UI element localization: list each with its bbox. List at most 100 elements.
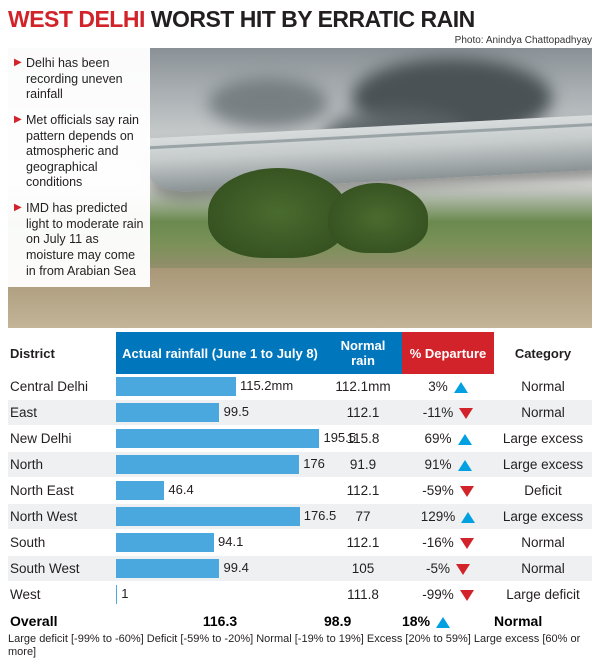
normal-value: 112.1 (324, 478, 402, 504)
arrow-up-icon (458, 460, 472, 471)
departure-value: -11% (402, 400, 494, 426)
district-name: East (8, 400, 116, 426)
overall-normal: 98.9 (324, 608, 402, 630)
district-name: South (8, 530, 116, 556)
normal-value: 112.1mm (324, 374, 402, 400)
bar-cell: 94.1 (116, 530, 324, 556)
table-row: West 1 111.8-99%Large deficit (8, 582, 592, 608)
col-district: District (8, 332, 116, 374)
table-body: Central Delhi115.2mm112.1mm3%NormalEast9… (8, 374, 592, 629)
bar-cell: 195.5 (116, 426, 324, 452)
arrow-down-icon (460, 486, 474, 497)
bar-label: 115.2mm (240, 378, 293, 393)
normal-value: 112.1 (324, 530, 402, 556)
bar-cell: 1 (116, 582, 324, 608)
bar-label: 1 (121, 586, 128, 601)
col-normal: Normal rain (324, 332, 402, 374)
category-value: Large excess (494, 452, 592, 478)
district-name: New Delhi (8, 426, 116, 452)
headline-accent: WEST DELHI (8, 6, 145, 32)
district-name: North East (8, 478, 116, 504)
arrow-up-icon (458, 434, 472, 445)
arrow-up-icon (461, 512, 475, 523)
normal-value: 105 (324, 556, 402, 582)
bar (116, 455, 299, 474)
bullet-box: Delhi has been recording uneven rainfall… (8, 48, 150, 287)
bar-label: 195.5 (323, 430, 356, 445)
bar-cell: 176.5 (116, 504, 324, 530)
bar-cell: 115.2mm (116, 374, 324, 400)
departure-value: -5% (402, 556, 494, 582)
hero-section: Delhi has been recording uneven rainfall… (8, 48, 592, 328)
tree-shape (328, 183, 428, 253)
table-row: Central Delhi115.2mm112.1mm3%Normal (8, 374, 592, 400)
bar-cell: 99.4 (116, 556, 324, 582)
arrow-down-icon (456, 564, 470, 575)
category-value: Large excess (494, 504, 592, 530)
normal-value: 112.1 (324, 400, 402, 426)
departure-value: 69% (402, 426, 494, 452)
infographic-container: WEST DELHI WORST HIT BY ERRATIC RAIN Pho… (0, 0, 600, 663)
bar-cell: 46.4 (116, 478, 324, 504)
overall-category: Normal (494, 608, 592, 630)
table-header-row: District Actual rainfall (June 1 to July… (8, 332, 592, 374)
category-value: Normal (494, 400, 592, 426)
overall-label: Overall (8, 608, 116, 630)
table-row: New Delhi195.5115.869%Large excess (8, 426, 592, 452)
overall-departure: 18% (402, 608, 494, 630)
arrow-down-icon (459, 408, 473, 419)
category-value: Large excess (494, 426, 592, 452)
bar-cell: 99.5 (116, 400, 324, 426)
category-value: Normal (494, 530, 592, 556)
bullet-item: Delhi has been recording uneven rainfall (14, 56, 144, 103)
departure-value: 129% (402, 504, 494, 530)
col-departure: % Departure (402, 332, 494, 374)
bar (116, 585, 117, 604)
bar-label: 94.1 (218, 534, 243, 549)
headline-rest: WORST HIT BY ERRATIC RAIN (145, 6, 475, 32)
district-name: North West (8, 504, 116, 530)
bar (116, 559, 219, 578)
bullet-item: IMD has predicted light to moderate rain… (14, 201, 144, 279)
table-row: South West99.4105-5%Normal (8, 556, 592, 582)
arrow-up-icon (436, 617, 450, 628)
bar (116, 507, 300, 526)
district-name: South West (8, 556, 116, 582)
bar-cell: 176 (116, 452, 324, 478)
table-row: North East46.4112.1-59%Deficit (8, 478, 592, 504)
arrow-down-icon (460, 590, 474, 601)
departure-value: -59% (402, 478, 494, 504)
departure-value: 91% (402, 452, 494, 478)
overall-actual: 116.3 (116, 608, 324, 630)
table-row: North West176.577129%Large excess (8, 504, 592, 530)
bar-label: 176.5 (304, 508, 337, 523)
departure-value: 3% (402, 374, 494, 400)
bar (116, 377, 236, 396)
district-name: Central Delhi (8, 374, 116, 400)
legend-text: Large deficit [-99% to -60%] Deficit [-5… (8, 633, 592, 659)
cloud-icon (208, 78, 328, 128)
table-row: East99.5112.1-11%Normal (8, 400, 592, 426)
bar-label: 176 (303, 456, 325, 471)
arrow-up-icon (454, 382, 468, 393)
normal-value: 111.8 (324, 582, 402, 608)
category-value: Deficit (494, 478, 592, 504)
table-row: North 17691.991%Large excess (8, 452, 592, 478)
tree-shape (208, 168, 348, 258)
bar (116, 403, 219, 422)
departure-value: -16% (402, 530, 494, 556)
arrow-down-icon (460, 538, 474, 549)
bullet-item: Met officials say rain pattern depends o… (14, 113, 144, 191)
bar (116, 429, 319, 448)
district-name: West (8, 582, 116, 608)
headline: WEST DELHI WORST HIT BY ERRATIC RAIN (8, 6, 592, 33)
photo-credit: Photo: Anindya Chattopadhyay (8, 35, 592, 46)
departure-value: -99% (402, 582, 494, 608)
bar (116, 533, 214, 552)
overall-row: Overall116.398.918%Normal (8, 608, 592, 630)
col-category: Category (494, 332, 592, 374)
normal-value: 91.9 (324, 452, 402, 478)
bar-label: 99.4 (224, 560, 249, 575)
category-value: Large deficit (494, 582, 592, 608)
district-name: North (8, 452, 116, 478)
